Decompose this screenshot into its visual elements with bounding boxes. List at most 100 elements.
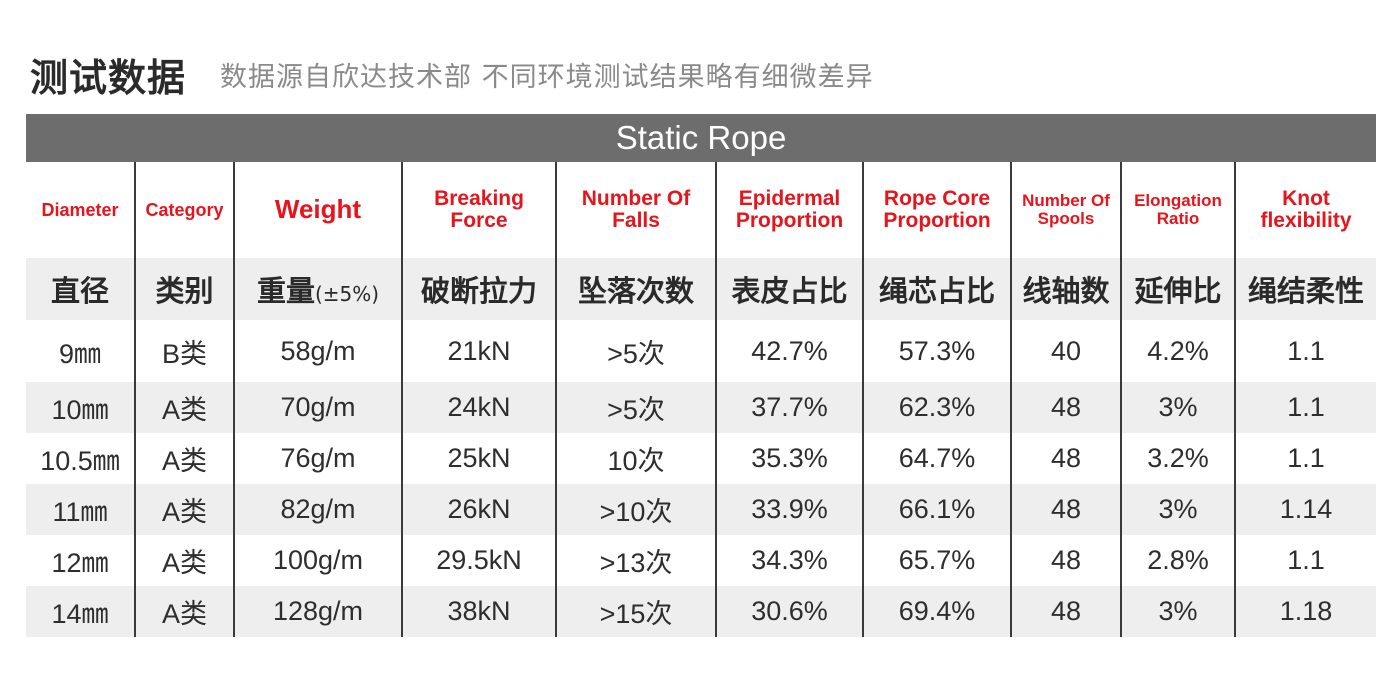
chinese-header-cell: 坠落次数 [555, 258, 716, 320]
chinese-header-label: 绳结柔性 [1247, 274, 1364, 308]
table-cell: 1.1 [1234, 535, 1376, 586]
chinese-header-cell: 线轴数 [1010, 258, 1121, 320]
table-cell: >5次 [555, 320, 716, 382]
table-cell: 34.3% [715, 535, 863, 586]
table-cell: 48 [1010, 433, 1121, 484]
table-cell: 58g/m [233, 320, 402, 382]
table-cell: 24kN [401, 382, 556, 433]
english-header-cell: Rope Core Proportion [862, 162, 1011, 258]
english-header-cell: Category [134, 162, 234, 258]
table-cell: 3.2% [1120, 433, 1235, 484]
table-row: 12㎜ A类 100g/m 29.5kN >13次 34.3% 65.7% 48 2.8% 1.1 [26, 535, 1376, 586]
table-cell: 25kN [401, 433, 556, 484]
table-cell: 30.6% [715, 586, 863, 637]
table-cell: A类 [134, 382, 234, 433]
english-header-cell: Breaking Force [401, 162, 556, 258]
chinese-header-label: 重量 [256, 274, 315, 308]
table-cell: 48 [1010, 535, 1121, 586]
chinese-header-label: 直径 [50, 274, 109, 308]
english-header-cell: Number Of Falls [555, 162, 716, 258]
table-cell: 21kN [401, 320, 556, 382]
table-row: 10.5㎜ A类 76g/m 25kN 10次 35.3% 64.7% 48 3.2% 1.1 [26, 433, 1376, 484]
chinese-header-cell: 破断拉力 [401, 258, 556, 320]
chinese-header-cell: 绳芯占比 [862, 258, 1011, 320]
table-cell: 100g/m [233, 535, 402, 586]
chinese-header-label: 类别 [155, 274, 214, 308]
table-cell: 82g/m [233, 484, 402, 535]
chinese-header-label: 坠落次数 [577, 274, 694, 308]
table-cell: 2.8% [1120, 535, 1235, 586]
table-cell: 3% [1120, 382, 1235, 433]
english-header-cell: Number Of Spools [1010, 162, 1121, 258]
chinese-header-row: 直径 类别 重量(±5%) 破断拉力 坠落次数 表皮占比 绳芯占比 线轴数 延伸比 绳结柔性 [26, 258, 1376, 320]
table-cell: >13次 [555, 535, 716, 586]
table-cell: 35.3% [715, 433, 863, 484]
spec-grid: Diameter Category Weight Breaking Force Numb… [26, 162, 1376, 637]
table-cell: 1.1 [1234, 382, 1376, 433]
table-cell: 1.14 [1234, 484, 1376, 535]
table-cell: A类 [134, 586, 234, 637]
page-header: 测试数据 数据源自欣达技术部 不同环境测试结果略有细微差异 [30, 44, 874, 104]
table-cell: 3% [1120, 484, 1235, 535]
table-cell: 29.5kN [401, 535, 556, 586]
table-cell: 26kN [401, 484, 556, 535]
table-cell: 62.3% [862, 382, 1011, 433]
table-cell: A类 [134, 484, 234, 535]
table-cell: A类 [134, 535, 234, 586]
english-header-row: Diameter Category Weight Breaking Force Numb… [26, 162, 1376, 258]
chinese-header-label: 破断拉力 [420, 274, 537, 308]
chinese-header-cell: 类别 [134, 258, 234, 320]
table-cell: 11㎜ [26, 484, 135, 535]
table-cell: 1.18 [1234, 586, 1376, 637]
table-cell: A类 [134, 433, 234, 484]
table-cell: 76g/m [233, 433, 402, 484]
page-subtitle: 数据源自欣达技术部 不同环境测试结果略有细微差异 [220, 61, 874, 93]
table-row: 9㎜ B类 58g/m 21kN >5次 42.7% 57.3% 40 4.2% 1.1 [26, 320, 1376, 382]
table-cell: 10㎜ [26, 382, 135, 433]
table-cell: 128g/m [233, 586, 402, 637]
table-cell: 3% [1120, 586, 1235, 637]
table-cell: >15次 [555, 586, 716, 637]
table-cell: 9㎜ [58, 338, 102, 369]
table-cell: 40 [1010, 320, 1121, 382]
table-cell: 69.4% [862, 586, 1011, 637]
table-cell: 48 [1010, 484, 1121, 535]
table-cell: 37.7% [715, 382, 863, 433]
english-header-cell: Weight [233, 162, 402, 258]
table-cell: 70g/m [233, 382, 402, 433]
english-header-cell: Diameter [41, 199, 119, 220]
english-header-cell: Knot flexibility [1234, 162, 1376, 258]
chinese-header-label: 表皮占比 [731, 274, 848, 308]
chinese-header-cell: 延伸比 [1120, 258, 1235, 320]
table-cell: 10次 [555, 433, 716, 484]
chinese-header-label: 延伸比 [1134, 274, 1222, 308]
chinese-header-cell: 表皮占比 [715, 258, 863, 320]
chinese-header-cell: 重量(±5%) [233, 258, 402, 320]
table-cell: 66.1% [862, 484, 1011, 535]
table-cell: 38kN [401, 586, 556, 637]
chinese-header-label: 绳芯占比 [878, 274, 995, 308]
table-cell: 1.1 [1234, 320, 1376, 382]
table-row: 11㎜ A类 82g/m 26kN >10次 33.9% 66.1% 48 3% 1.14 [26, 484, 1376, 535]
table-cell: >5次 [555, 382, 716, 433]
table-row: 10㎜ A类 70g/m 24kN >5次 37.7% 62.3% 48 3% 1.1 [26, 382, 1376, 433]
page-title: 测试数据 [30, 55, 187, 100]
table-cell: 48 [1010, 586, 1121, 637]
spec-table: Static Rope Diameter Category Weight Breaki… [26, 114, 1376, 637]
table-cell: B类 [134, 320, 234, 382]
chinese-header-cell: 直径 [26, 258, 135, 320]
table-cell: 12㎜ [51, 548, 109, 578]
table-cell: 4.2% [1120, 320, 1235, 382]
chinese-header-cell: 绳结柔性 [1234, 258, 1376, 320]
table-cell: >10次 [555, 484, 716, 535]
english-header-cell: Elongation Ratio [1120, 162, 1235, 258]
table-cell: 14㎜ [26, 586, 135, 637]
table-row: 14㎜ A类 128g/m 38kN >15次 30.6% 69.4% 48 3% 1.18 [26, 586, 1376, 637]
table-caption: Static Rope [26, 114, 1376, 162]
weight-tolerance-note: (±5%) [314, 282, 380, 306]
table-cell: 33.9% [715, 484, 863, 535]
table-cell: 1.1 [1234, 433, 1376, 484]
table-cell: 65.7% [862, 535, 1011, 586]
table-cell: 48 [1010, 382, 1121, 433]
table-cell: 57.3% [862, 320, 1011, 382]
